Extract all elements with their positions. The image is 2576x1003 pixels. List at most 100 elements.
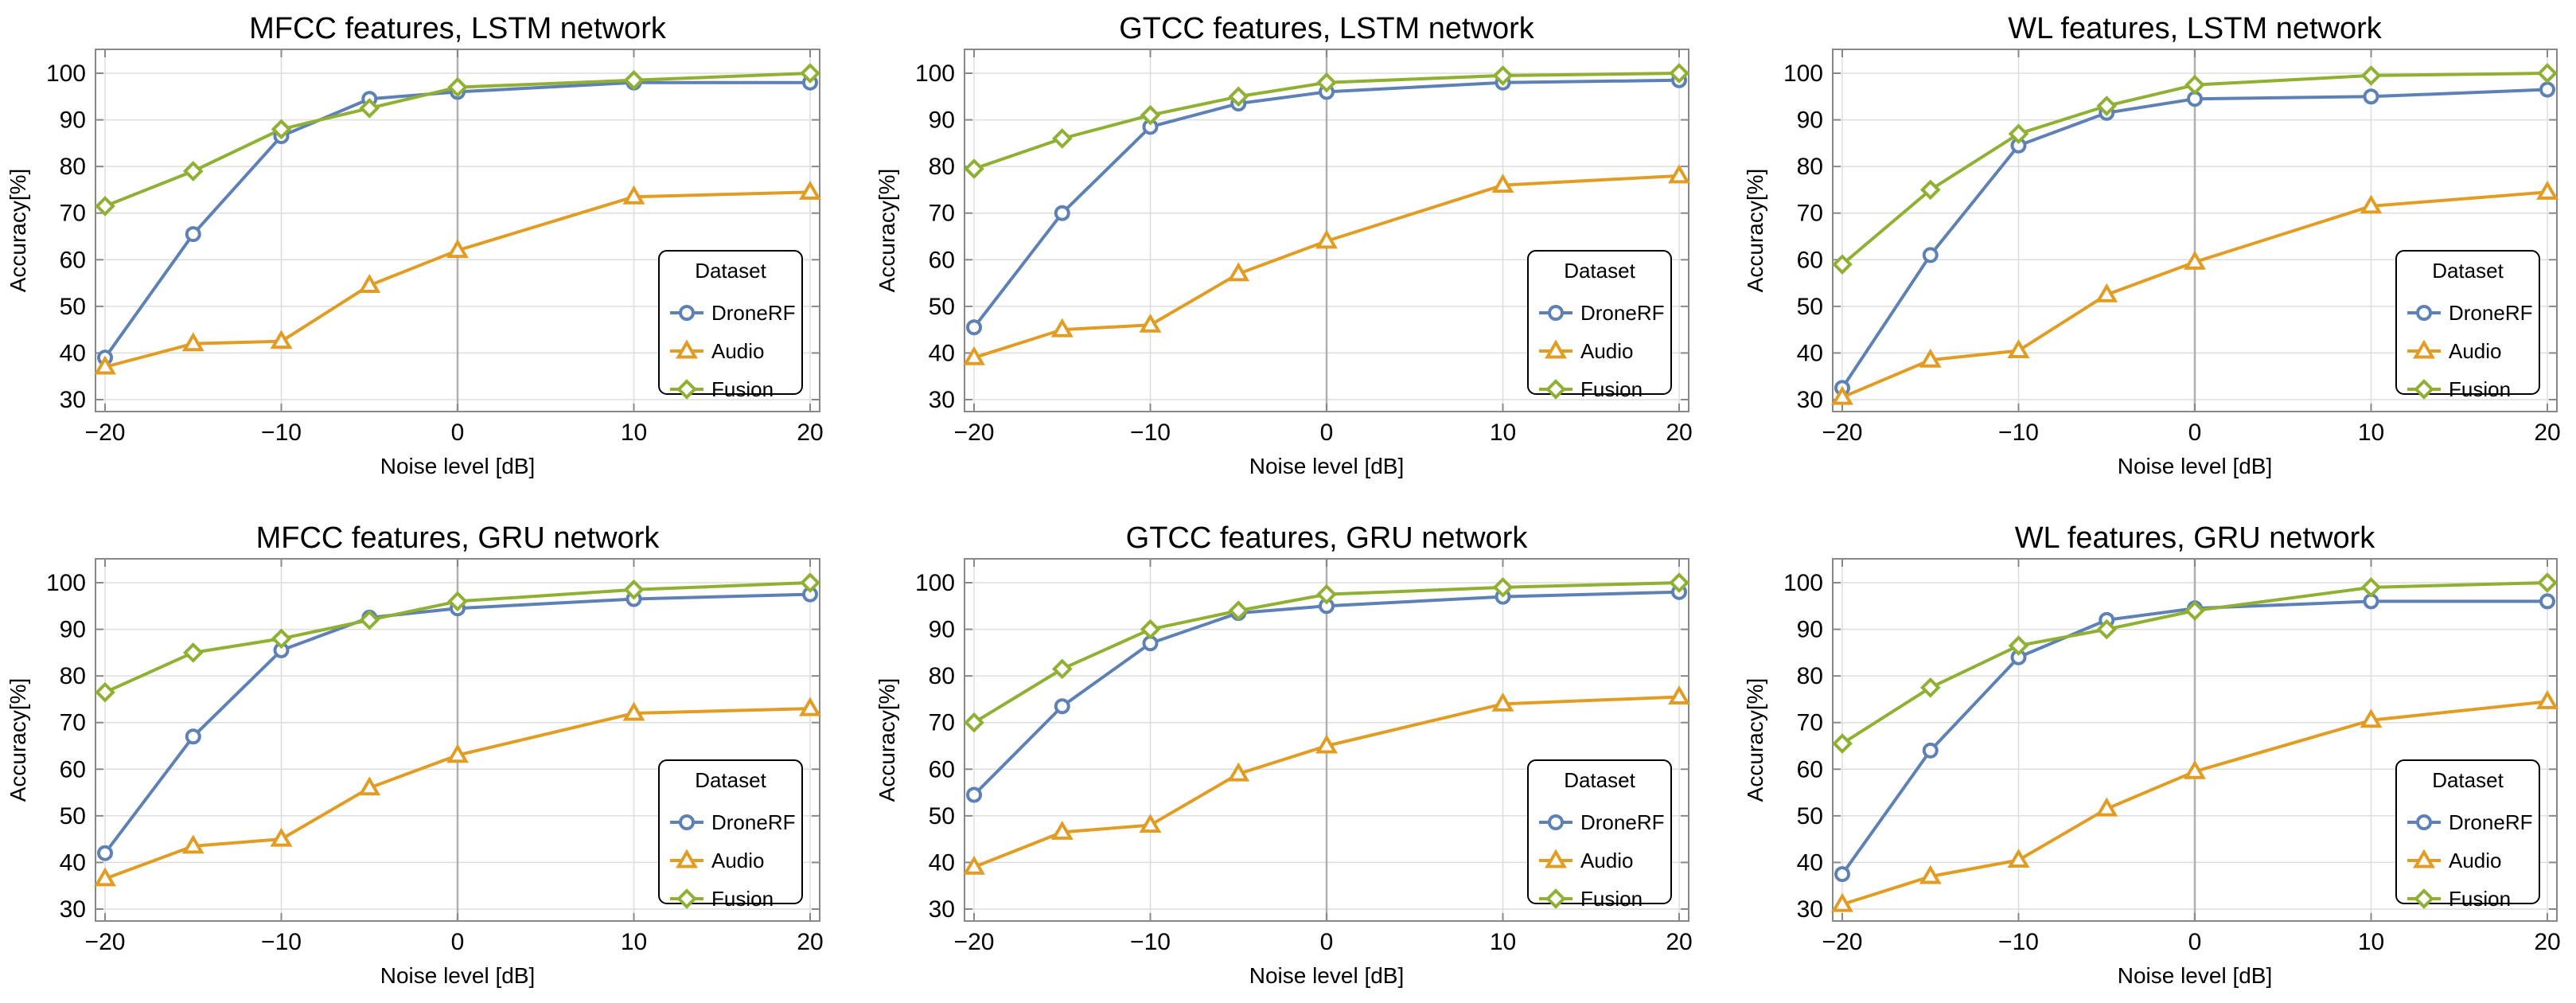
legend-label-fusion: Fusion <box>711 377 774 401</box>
y-tick-label: 80 <box>1797 154 1823 180</box>
data-point-fusion <box>359 98 380 119</box>
legend-marker-fusion <box>676 888 697 909</box>
data-point-fusion <box>182 642 204 663</box>
data-point-fusion <box>964 712 984 733</box>
data-point-audio <box>358 776 381 796</box>
data-point-fusion <box>95 681 115 703</box>
y-tick-label: 80 <box>929 663 955 689</box>
legend-label-fusion: Fusion <box>1580 887 1643 911</box>
legend-label-fusion: Fusion <box>711 887 774 911</box>
legend-label-dronerf: DroneRF <box>1580 810 1664 834</box>
y-tick-label: 30 <box>929 387 955 413</box>
data-point-fusion <box>1228 86 1249 107</box>
data-point-audio <box>94 867 116 887</box>
y-tick-label: 90 <box>1797 617 1823 643</box>
x-tick-label: 20 <box>797 420 823 446</box>
data-point-fusion <box>800 572 820 593</box>
x-tick-label: −10 <box>261 929 302 955</box>
data-point-dronerf <box>1054 205 1070 221</box>
data-point-dronerf <box>1834 866 1850 883</box>
legend-marker-dronerf <box>679 814 695 830</box>
data-point-audio <box>1491 692 1514 712</box>
legend-marker-audio <box>676 339 698 359</box>
data-point-audio <box>1831 385 1853 405</box>
y-axis-label: Accuracy[%] <box>875 678 899 802</box>
y-tick-label: 60 <box>929 247 955 273</box>
data-point-fusion <box>182 161 204 181</box>
data-point-audio <box>2007 339 2030 358</box>
data-point-audio <box>270 827 293 847</box>
y-tick-label: 60 <box>929 756 955 782</box>
y-axis-label: Accuracy[%] <box>1743 169 1767 293</box>
legend-label-audio: Audio <box>711 849 765 872</box>
x-tick-label: −20 <box>85 929 126 955</box>
data-point-fusion <box>1669 63 1689 84</box>
legend-label-fusion: Fusion <box>1580 377 1643 401</box>
y-tick-label: 90 <box>1797 107 1823 134</box>
y-tick-label: 100 <box>46 570 86 596</box>
data-point-audio <box>1491 174 1514 193</box>
y-tick-label: 70 <box>929 201 955 227</box>
data-point-fusion <box>2184 600 2205 621</box>
data-point-dronerf <box>966 319 982 336</box>
data-point-fusion <box>271 628 292 650</box>
data-point-dronerf <box>2539 81 2555 98</box>
x-tick-label: 20 <box>2534 929 2560 955</box>
data-point-dronerf <box>97 845 113 861</box>
y-axis-label: Accuracy[%] <box>875 169 899 293</box>
data-point-audio <box>963 345 985 365</box>
data-point-fusion <box>2096 619 2118 640</box>
data-point-fusion <box>2008 635 2029 656</box>
data-point-audio <box>446 743 469 763</box>
legend-marker-audio <box>2413 849 2435 868</box>
legend-marker-audio <box>676 849 698 868</box>
x-tick-label: 20 <box>2534 420 2560 446</box>
y-tick-label: 40 <box>60 849 86 876</box>
x-axis-label: Noise level [dB] <box>2118 454 2273 478</box>
data-point-dronerf <box>1922 742 1939 759</box>
legend-title: Dataset <box>1564 768 1635 792</box>
x-tick-label: 20 <box>797 929 823 955</box>
data-point-audio <box>2360 708 2383 728</box>
legend-marker-dronerf <box>679 305 695 321</box>
data-point-audio <box>1668 164 1690 184</box>
y-tick-label: 90 <box>60 107 86 134</box>
data-point-fusion <box>1832 254 1853 275</box>
chart-title: MFCC features, LSTM network <box>249 12 667 45</box>
legend-label-audio: Audio <box>2449 849 2502 872</box>
data-point-audio <box>2095 283 2118 302</box>
y-tick-label: 50 <box>60 803 86 829</box>
legend-label-audio: Audio <box>2449 339 2502 363</box>
data-point-audio <box>799 697 821 716</box>
data-point-audio <box>94 355 116 375</box>
data-point-fusion <box>1140 619 1161 640</box>
legend-marker-audio <box>1545 849 1567 868</box>
data-point-fusion <box>2096 96 2118 116</box>
chart-panel-5: 30 40 50 60 70 80 90 100 −20 −10 0 10 20 GTCC feature… <box>875 521 1693 988</box>
data-point-audio <box>1315 734 1338 754</box>
chart-title: WL features, LSTM network <box>2008 12 2383 45</box>
y-tick-label: 90 <box>929 107 955 134</box>
y-tick-label: 60 <box>1797 756 1823 782</box>
x-tick-label: 0 <box>451 929 465 955</box>
data-point-fusion <box>2360 65 2382 86</box>
x-axis-label: Noise level [dB] <box>2118 963 2273 988</box>
data-point-fusion <box>1316 583 1337 605</box>
data-point-fusion <box>95 196 115 217</box>
y-tick-label: 100 <box>1783 570 1823 596</box>
x-tick-label: 10 <box>2358 929 2384 955</box>
data-point-audio <box>181 834 205 854</box>
data-point-fusion <box>1919 677 1941 698</box>
y-tick-label: 90 <box>929 617 955 643</box>
legend-marker-audio <box>2413 339 2435 359</box>
x-tick-label: 10 <box>621 929 647 955</box>
legend-marker-fusion <box>2414 888 2434 909</box>
legend-title: Dataset <box>2432 259 2504 283</box>
data-point-fusion <box>2184 74 2205 96</box>
legend-label-audio: Audio <box>711 339 765 363</box>
legend-title: Dataset <box>2432 768 2504 792</box>
data-point-audio <box>2536 689 2558 709</box>
chart-panel-6: 30 40 50 60 70 80 90 100 −20 −10 0 10 20 WL features,… <box>1743 521 2561 988</box>
y-tick-label: 80 <box>60 154 86 180</box>
legend: Dataset DroneRF Audio Fusion <box>1527 759 1672 911</box>
